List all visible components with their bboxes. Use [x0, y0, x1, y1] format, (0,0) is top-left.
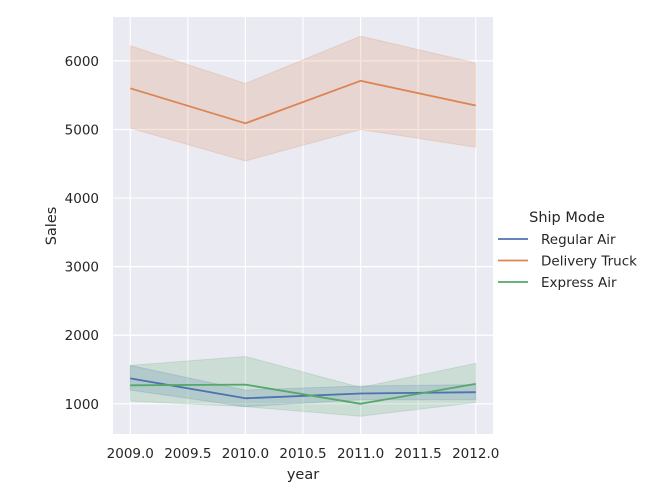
- series-line-delivery-truck: [130, 79, 476, 125]
- legend-label-delivery-truck: Delivery Truck: [541, 254, 637, 270]
- x-tick-label: 2011.0: [337, 446, 384, 462]
- x-tick-label: 2011.5: [395, 446, 442, 462]
- x-axis-title: year: [287, 467, 319, 483]
- x-tick-label: 2010.0: [222, 446, 269, 462]
- y-tick-label: 5000: [65, 122, 99, 138]
- y-tick-label: 4000: [65, 191, 99, 207]
- x-tick-label: 2009.0: [107, 446, 154, 462]
- series-line-express-air: [130, 383, 476, 405]
- legend: Ship Mode Regular Air Delivery Truck Expre…: [498, 210, 637, 291]
- ci-band-regular-air: [129, 364, 477, 408]
- x-tick-labels: 2009.0 2009.5 2010.0 2010.5 2011.0 2011.5 2012…: [107, 446, 500, 462]
- series-line-regular-air: [130, 377, 476, 400]
- y-tick-label: 2000: [65, 328, 99, 344]
- y-axis-title: Sales: [44, 207, 60, 246]
- x-tick-label: 2010.5: [279, 446, 326, 462]
- grid-lines: [113, 17, 493, 434]
- y-tick-label: 6000: [65, 54, 99, 70]
- x-tick-label: 2012.0: [452, 446, 499, 462]
- y-tick-label: 3000: [65, 260, 99, 276]
- ci-band-express-air: [129, 355, 477, 417]
- x-tick-label: 2009.5: [164, 446, 211, 462]
- legend-title: Ship Mode: [529, 210, 605, 226]
- y-tick-label: 1000: [65, 397, 99, 413]
- legend-label-regular-air: Regular Air: [541, 232, 616, 248]
- legend-label-express-air: Express Air: [541, 275, 617, 291]
- series-lines: [130, 79, 476, 405]
- confidence-bands: [129, 35, 477, 417]
- y-tick-labels: 1000 2000 3000 4000 5000 6000: [65, 54, 99, 413]
- ci-band-delivery-truck: [129, 35, 477, 162]
